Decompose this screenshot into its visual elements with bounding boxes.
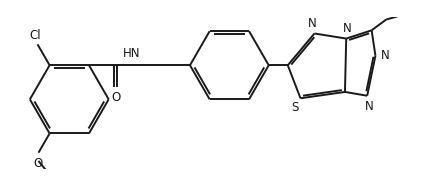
Text: N: N: [308, 17, 316, 30]
Text: O: O: [111, 91, 120, 104]
Text: HN: HN: [123, 47, 140, 60]
Text: Cl: Cl: [29, 29, 41, 42]
Text: N: N: [343, 22, 352, 35]
Text: N: N: [380, 49, 389, 62]
Text: N: N: [365, 100, 374, 113]
Text: O: O: [34, 156, 43, 169]
Text: S: S: [292, 101, 299, 114]
